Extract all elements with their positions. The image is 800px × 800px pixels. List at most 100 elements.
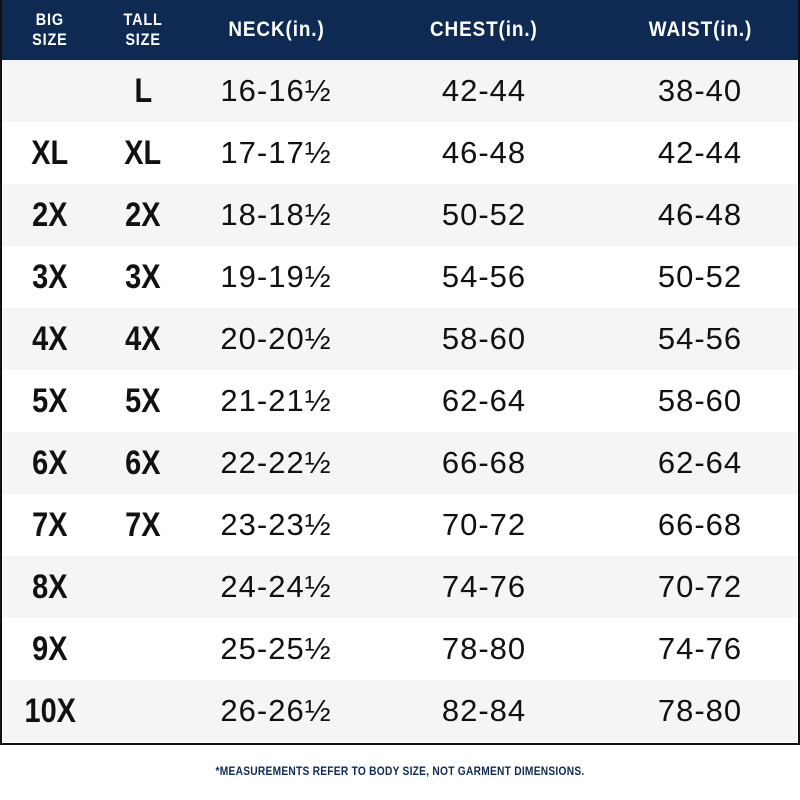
tall-size-cell [98,680,188,742]
big-size-cell: 9X [2,618,98,680]
chest-cell-text: 70-72 [441,507,527,542]
table-row: 5X 5X 21-21½ 62-64 58-60 [2,370,798,432]
big-size-cell: 5X [2,370,98,432]
neck-cell-text: 20-20½ [220,321,332,356]
chest-cell: 42-44 [364,60,604,122]
tall-size-cell-text: 2X [125,195,161,234]
chest-cell-text: 82-84 [441,693,527,728]
big-size-cell: 10X [2,680,98,742]
tall-size-cell-text: L [134,71,152,110]
waist-cell: 66-68 [602,494,798,556]
tall-size-cell: 4X [98,308,188,370]
header-neck-label: NECK(in.) [227,18,325,41]
waist-cell: 50-52 [602,246,798,308]
waist-cell-text: 70-72 [657,569,743,604]
waist-cell-text: 62-64 [657,445,743,480]
header-chest-label: CHEST(in.) [430,18,538,41]
waist-cell-text: 46-48 [657,197,743,232]
neck-cell-text: 17-17½ [220,135,332,170]
chest-cell-text: 62-64 [441,383,527,418]
chest-cell: 70-72 [364,494,604,556]
header-big-size: BIG SIZE [2,0,98,60]
neck-cell: 20-20½ [188,308,364,370]
big-size-cell-text: 5X [32,381,68,420]
chest-cell-text: 74-76 [441,569,527,604]
waist-cell: 78-80 [602,680,798,742]
table-row: 6X 6X 22-22½ 66-68 62-64 [2,432,798,494]
waist-cell: 42-44 [602,122,798,184]
neck-cell-text: 19-19½ [220,259,332,294]
chest-cell-text: 58-60 [441,321,527,356]
chest-cell: 66-68 [364,432,604,494]
tall-size-cell: 6X [98,432,188,494]
chest-cell: 82-84 [364,680,604,742]
neck-cell: 26-26½ [188,680,364,742]
big-size-cell: 2X [2,184,98,246]
table-body: L 16-16½ 42-44 38-40 XL XL 17-17½ 46-48 42-44 2X 2… [2,60,798,742]
big-size-cell-text: 10X [24,691,76,730]
neck-cell-text: 26-26½ [220,693,332,728]
big-size-cell: 3X [2,246,98,308]
neck-cell: 17-17½ [188,122,364,184]
big-size-cell: 8X [2,556,98,618]
neck-cell: 25-25½ [188,618,364,680]
table-row: XL XL 17-17½ 46-48 42-44 [2,122,798,184]
big-size-cell: 6X [2,432,98,494]
waist-cell-text: 58-60 [657,383,743,418]
waist-cell: 38-40 [602,60,798,122]
neck-cell-text: 22-22½ [220,445,332,480]
neck-cell-text: 25-25½ [220,631,332,666]
table-row: 4X 4X 20-20½ 58-60 54-56 [2,308,798,370]
big-size-cell-text: 2X [32,195,68,234]
neck-cell: 18-18½ [188,184,364,246]
tall-size-cell: 5X [98,370,188,432]
table-header: BIG SIZE TALL SIZE NECK(in.) CHEST(in.) WA… [2,0,798,60]
neck-cell: 16-16½ [188,60,364,122]
tall-size-cell [98,618,188,680]
neck-cell-text: 23-23½ [220,507,332,542]
waist-cell-text: 38-40 [657,73,743,108]
chest-cell-text: 46-48 [441,135,527,170]
footnote-text: *MEASUREMENTS REFER TO BODY SIZE, NOT GA… [215,764,585,778]
table-row: 9X 25-25½ 78-80 74-76 [2,618,798,680]
waist-cell: 62-64 [602,432,798,494]
chest-cell: 50-52 [364,184,604,246]
header-tall-size-line1: TALL [123,10,163,29]
big-size-cell [2,60,98,122]
table-row: L 16-16½ 42-44 38-40 [2,60,798,122]
footnote: *MEASUREMENTS REFER TO BODY SIZE, NOT GA… [0,764,800,778]
waist-cell-text: 74-76 [657,631,743,666]
size-chart-table: BIG SIZE TALL SIZE NECK(in.) CHEST(in.) WA… [0,0,800,745]
waist-cell: 54-56 [602,308,798,370]
tall-size-cell: L [98,60,188,122]
chest-cell: 62-64 [364,370,604,432]
big-size-cell-text: 4X [32,319,68,358]
big-size-cell-text: 6X [32,443,68,482]
neck-cell: 19-19½ [188,246,364,308]
header-chest: CHEST(in.) [364,0,604,60]
neck-cell-text: 21-21½ [220,383,332,418]
chest-cell-text: 54-56 [441,259,527,294]
chest-cell-text: 42-44 [441,73,527,108]
chest-cell: 58-60 [364,308,604,370]
waist-cell: 70-72 [602,556,798,618]
big-size-cell: 7X [2,494,98,556]
waist-cell: 46-48 [602,184,798,246]
header-neck: NECK(in.) [188,0,364,60]
chest-cell-text: 66-68 [441,445,527,480]
tall-size-cell: 7X [98,494,188,556]
chest-cell: 54-56 [364,246,604,308]
waist-cell-text: 54-56 [657,321,743,356]
tall-size-cell: 2X [98,184,188,246]
waist-cell-text: 78-80 [657,693,743,728]
neck-cell: 24-24½ [188,556,364,618]
table-row: 3X 3X 19-19½ 54-56 50-52 [2,246,798,308]
tall-size-cell-text: 4X [125,319,161,358]
big-size-cell-text: 7X [32,505,68,544]
waist-cell-text: 66-68 [657,507,743,542]
header-big-size-line1: BIG [35,10,65,29]
big-size-cell-text: 9X [32,629,68,668]
tall-size-cell [98,556,188,618]
header-waist-label: WAIST(in.) [648,18,752,41]
header-tall-size-line2: SIZE [125,30,161,49]
